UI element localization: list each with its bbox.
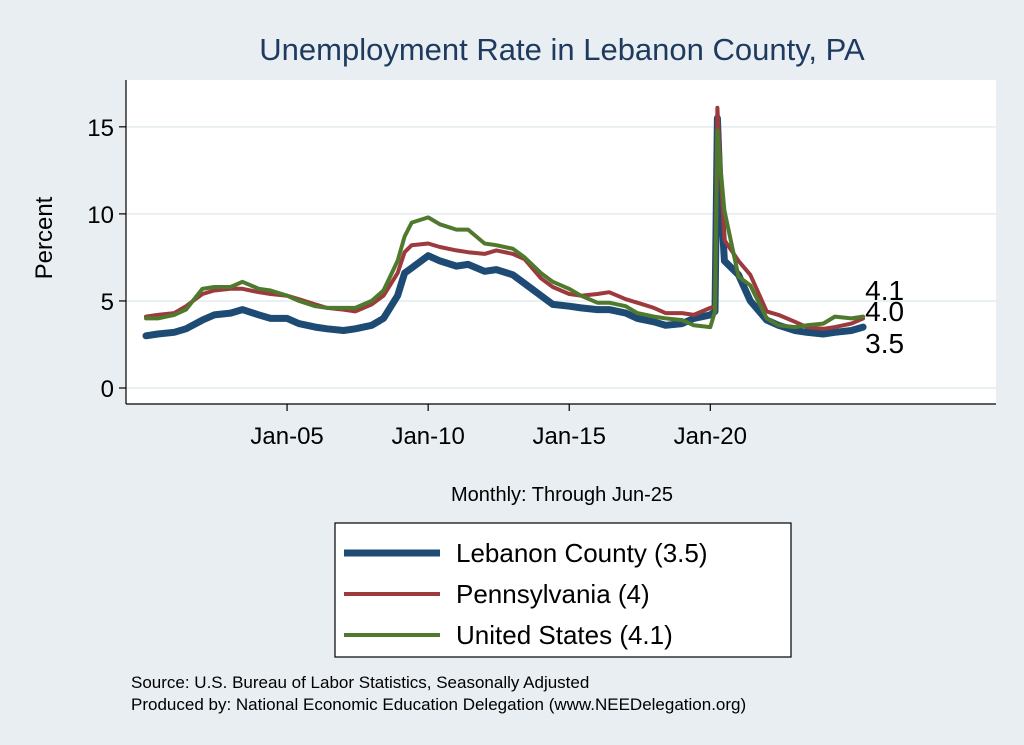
y-axis-ticks: 0 5 10 15 xyxy=(87,115,126,403)
x-tick-label: Jan-05 xyxy=(250,423,323,450)
chart-title: Unemployment Rate in Lebanon County, PA xyxy=(259,32,865,67)
y-tick-label: 0 xyxy=(101,376,114,403)
y-tick-label: 10 xyxy=(87,202,114,229)
produced-by-note: Produced by: National Economic Education… xyxy=(131,695,746,714)
gridlines xyxy=(126,126,996,389)
end-labels: 3.54.04.1 xyxy=(865,275,904,359)
plot-area xyxy=(126,80,996,404)
y-tick-label: 15 xyxy=(87,115,114,142)
legend-entry: Pennsylvania (4) xyxy=(456,579,650,609)
x-tick-label: Jan-20 xyxy=(674,423,747,450)
x-tick-label: Jan-15 xyxy=(533,423,606,450)
legend-entry: Lebanon County (3.5) xyxy=(456,538,708,568)
end-label-3: 4.1 xyxy=(865,275,904,306)
y-axis-label: Percent xyxy=(31,196,58,279)
x-tick-label: Jan-10 xyxy=(391,423,464,450)
legend: Lebanon County (3.5) Pennsylvania (4) Unit… xyxy=(334,522,792,658)
end-label-1: 3.5 xyxy=(865,328,904,359)
y-tick-label: 5 xyxy=(101,289,114,316)
x-axis-ticks: Jan-05 Jan-10 Jan-15 Jan-20 xyxy=(250,404,747,450)
x-axis-label: Monthly: Through Jun-25 xyxy=(451,484,673,506)
end-label-2: 4.0 xyxy=(865,296,904,327)
series-lines xyxy=(142,105,867,340)
source-note: Source: U.S. Bureau of Labor Statistics,… xyxy=(131,673,589,692)
series-line-3 xyxy=(144,128,866,330)
legend-entry: United States (4.1) xyxy=(456,620,673,650)
